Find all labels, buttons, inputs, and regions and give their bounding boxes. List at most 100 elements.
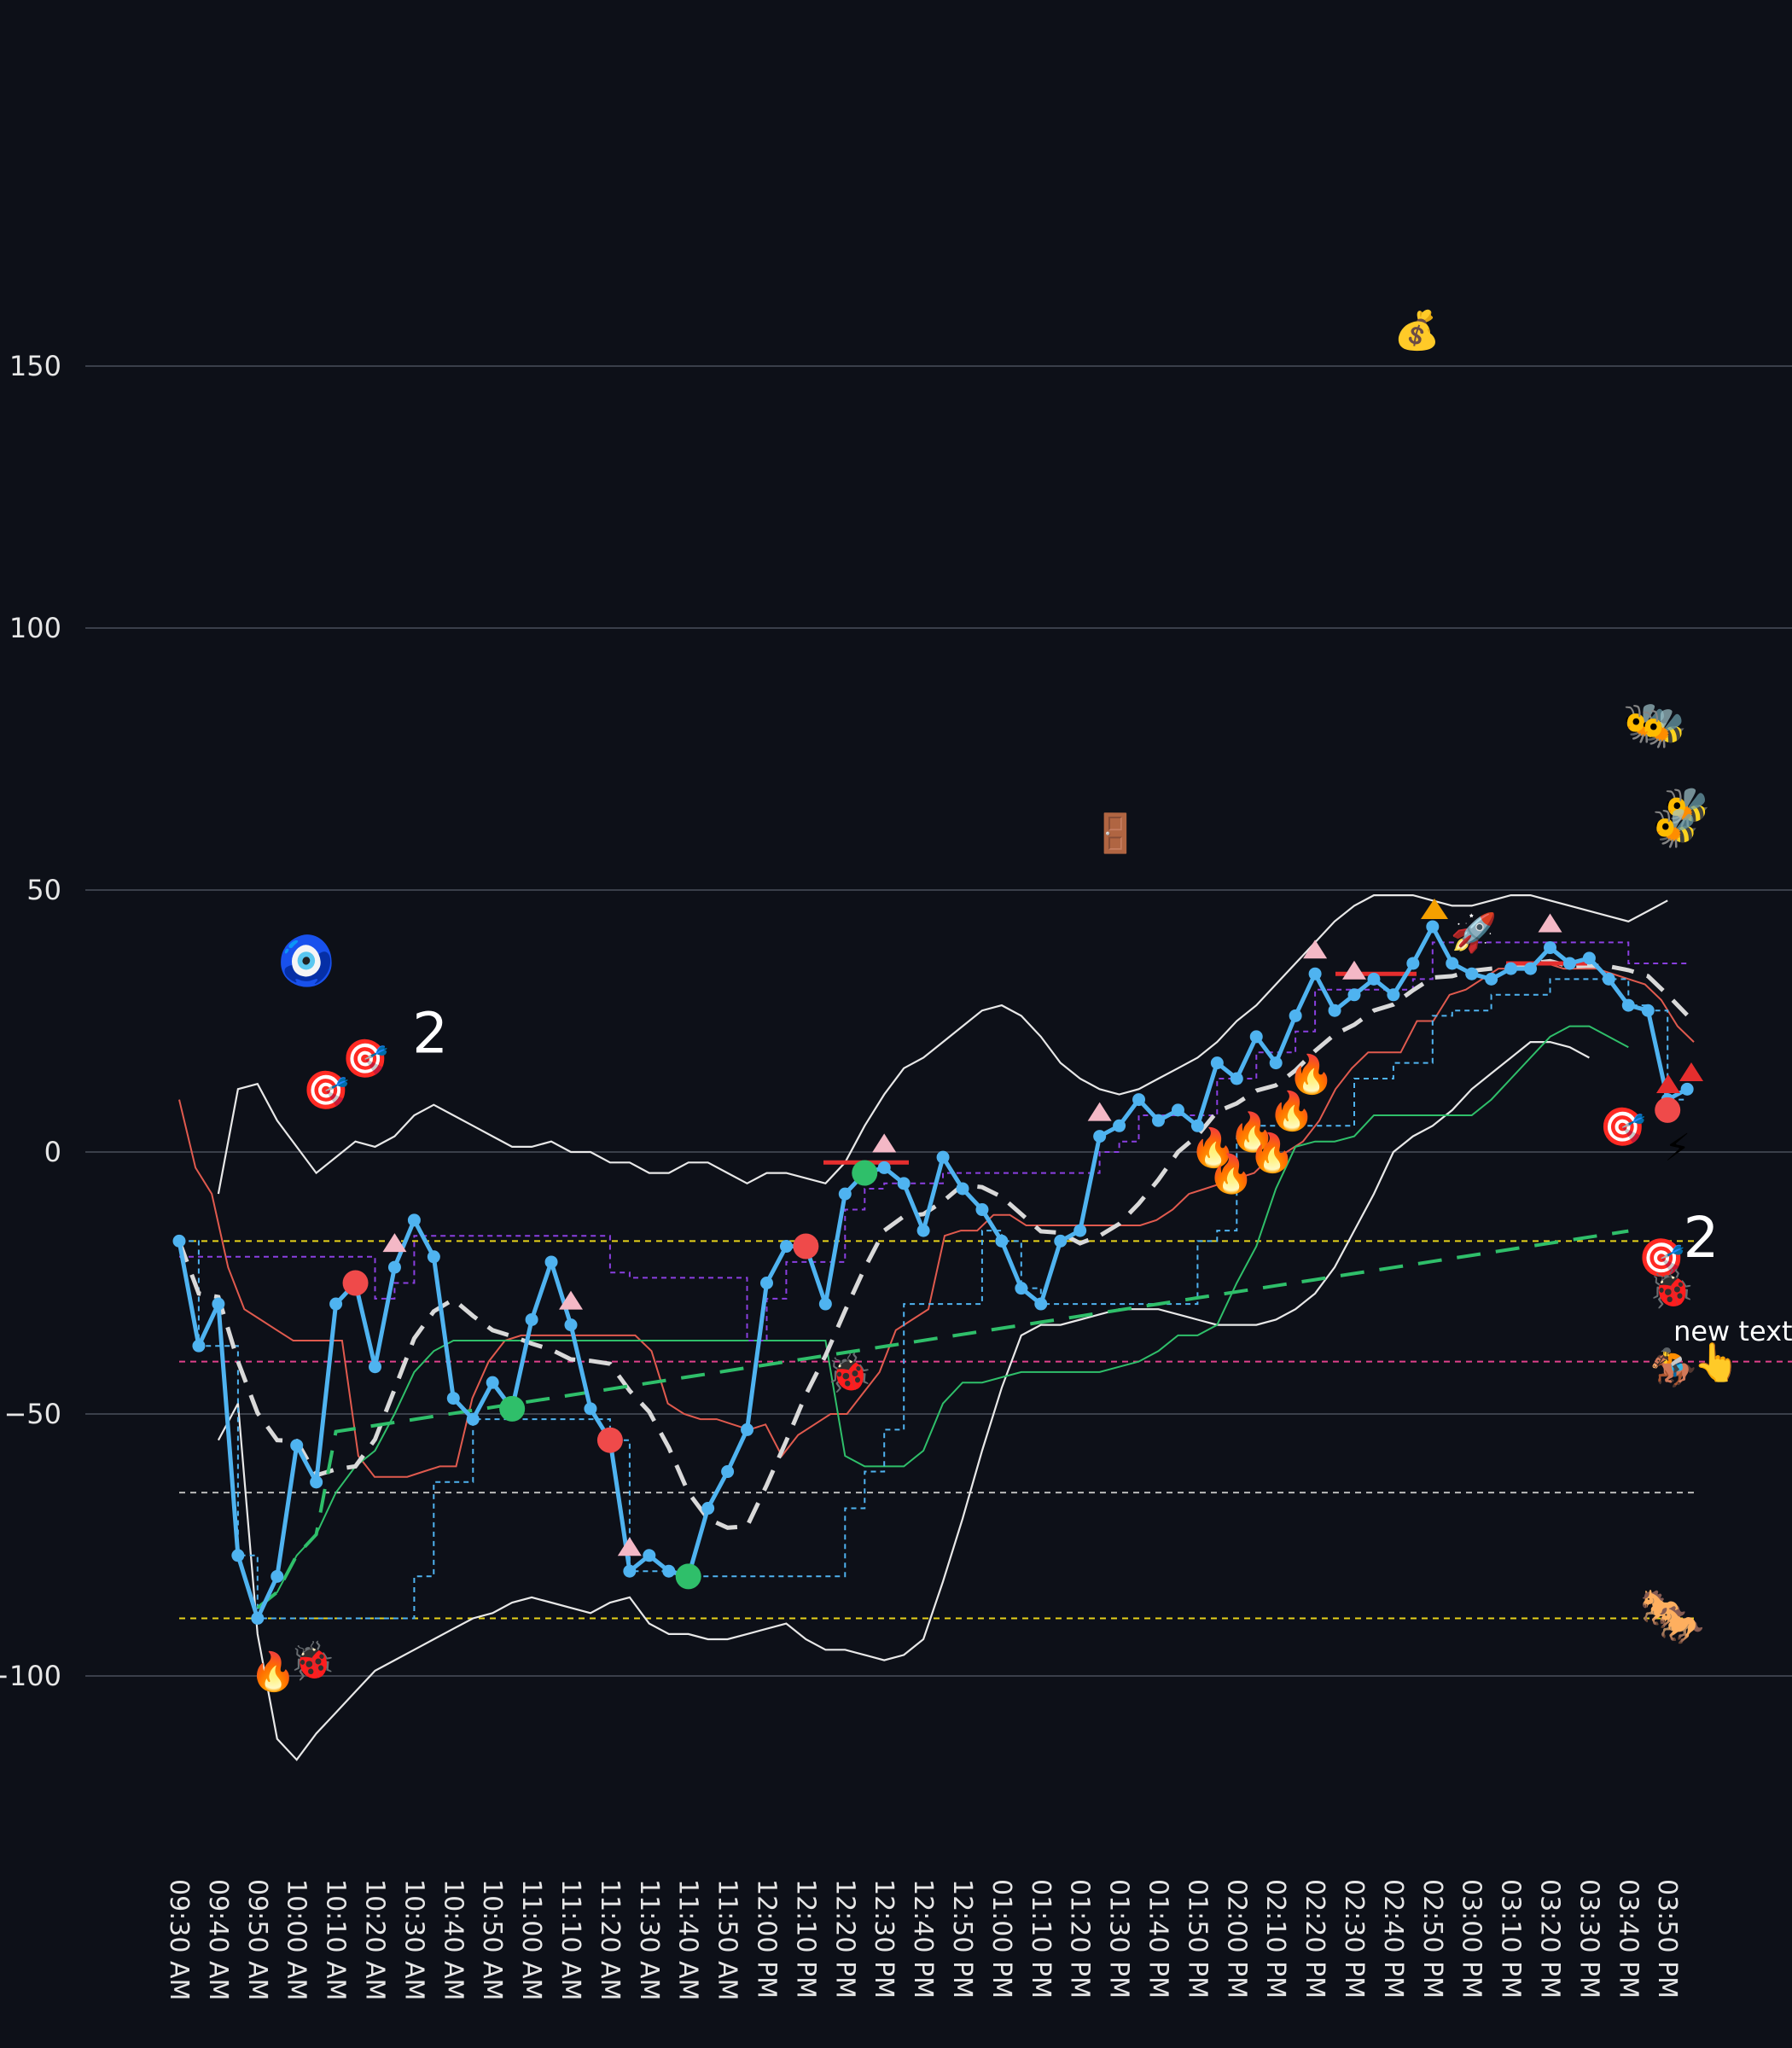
horse-rider-icon: 🏇 <box>1650 1347 1697 1390</box>
nazar-amulet-icon: 🧿 <box>276 934 336 989</box>
price-point <box>956 1182 969 1196</box>
horse-icon: 🐎 <box>1640 1587 1687 1631</box>
x-tick-label: 10:10 AM <box>321 1879 351 2000</box>
price-point <box>916 1224 930 1237</box>
price-point <box>623 1564 637 1578</box>
signal-triangle <box>559 1290 583 1310</box>
price-point <box>1093 1130 1107 1143</box>
signal-triangle <box>1342 960 1366 980</box>
price-point <box>936 1150 950 1164</box>
horse-icon: 🐎 <box>1658 1603 1705 1647</box>
price-point <box>1680 1082 1694 1096</box>
price-point <box>1034 1297 1048 1311</box>
price-point <box>446 1392 460 1405</box>
indicator-lines <box>177 894 1695 1761</box>
price-point <box>369 1360 381 1374</box>
price-point <box>1347 988 1361 1002</box>
signal-triangle-red <box>1679 1062 1703 1081</box>
x-tick-label: 02:40 PM <box>1378 1879 1408 1999</box>
text-annotations: 2 2 new text <box>412 1000 1792 1347</box>
x-tick-label: 11:20 AM <box>595 1879 625 2000</box>
y-tick-label: 50 <box>26 874 61 906</box>
price-point <box>564 1318 578 1332</box>
emoji-annotations: 🧿🎯🎯🎯🎯💰🚪🐝🐝🐝🐝🔥🔥🔥🔥🔥🔥🔥🐞🐞🐞⚡🏇🐎🐎👆🚀 <box>250 309 1740 1694</box>
door-icon: 🚪 <box>1092 812 1139 855</box>
x-tick-label: 03:20 PM <box>1535 1879 1565 1999</box>
fire-icon: 🔥 <box>1288 1053 1335 1097</box>
lower-band-line <box>217 1041 1590 1761</box>
x-tick-label: 10:40 AM <box>438 1879 468 2000</box>
sell-marker <box>793 1233 819 1260</box>
signal-triangle <box>872 1133 897 1153</box>
moving-average-line <box>177 958 1689 1530</box>
price-point <box>1582 951 1596 965</box>
trade-markers <box>342 899 1703 1590</box>
price-point <box>486 1376 499 1389</box>
target-icon: 🎯 <box>1638 1236 1685 1280</box>
x-tick-label: 03:50 PM <box>1652 1879 1682 1999</box>
price-point <box>525 1312 538 1326</box>
price-point <box>1387 988 1400 1002</box>
lightning-icon: ⚡ <box>1664 1126 1690 1170</box>
price-point <box>1249 1030 1263 1044</box>
y-tick-labels: 150 100 50 0 −50 −100 <box>0 350 61 1692</box>
price-point <box>329 1297 343 1311</box>
y-tick-label: 0 <box>44 1136 61 1168</box>
x-tick-label: 12:20 PM <box>829 1879 859 1999</box>
signal-triangle-red <box>1656 1074 1680 1093</box>
x-tick-label: 03:30 PM <box>1574 1879 1603 1999</box>
x-tick-label: 09:30 AM <box>164 1879 194 2000</box>
x-tick-label: 02:30 PM <box>1339 1879 1369 1999</box>
price-point <box>1328 1004 1341 1017</box>
x-tick-label: 11:10 AM <box>556 1879 585 2000</box>
price-point <box>544 1255 558 1269</box>
price-point <box>1485 972 1498 986</box>
price-point <box>1406 957 1420 970</box>
price-point <box>1230 1072 1243 1085</box>
x-tick-label: 02:20 PM <box>1300 1879 1329 1999</box>
pointing-finger-icon: 👆 <box>1693 1341 1740 1385</box>
price-point <box>721 1465 735 1479</box>
x-tick-label: 12:10 PM <box>790 1879 820 1999</box>
y-tick-label: 150 <box>9 350 61 382</box>
fire-icon: 🔥 <box>1190 1126 1236 1170</box>
price-point <box>1269 1056 1283 1070</box>
price-point <box>643 1549 656 1562</box>
price-point <box>407 1213 421 1227</box>
price-point <box>387 1260 401 1274</box>
x-tick-label: 03:10 PM <box>1496 1879 1526 1999</box>
x-tick-label: 10:00 AM <box>282 1879 311 2000</box>
sell-marker <box>596 1427 623 1453</box>
x-tick-label: 10:30 AM <box>399 1879 428 2000</box>
fire-icon: 🔥 <box>1268 1090 1315 1133</box>
fire-icon: 🔥 <box>1229 1110 1276 1154</box>
sell-marker <box>342 1270 369 1296</box>
bee-icon: 🐝 <box>1623 702 1670 746</box>
buy-marker <box>852 1160 878 1186</box>
signal-triangle <box>1087 1102 1112 1121</box>
signal-triangle <box>1303 940 1328 959</box>
x-tick-label: 02:10 PM <box>1260 1879 1290 1999</box>
money-bag-icon: 💰 <box>1393 309 1440 352</box>
annotation-count: 2 <box>1684 1205 1719 1271</box>
price-point <box>172 1234 186 1248</box>
target-icon: 🎯 <box>1599 1105 1646 1149</box>
price-point <box>1426 920 1440 934</box>
x-tick-label: 01:00 PM <box>986 1879 1016 1999</box>
x-tick-label: 11:40 AM <box>673 1879 703 2000</box>
price-point <box>1073 1224 1087 1237</box>
x-tick-label: 11:30 AM <box>634 1879 664 2000</box>
sell-marker <box>1655 1097 1681 1123</box>
price-point <box>290 1439 304 1452</box>
price-point <box>1504 962 1518 975</box>
price-point <box>760 1277 773 1289</box>
bee-icon: 🐝 <box>1652 806 1699 850</box>
upper-band-line <box>217 894 1668 1195</box>
beetle-icon: 🐞 <box>289 1640 336 1684</box>
price-point <box>897 1177 911 1190</box>
x-tick-label: 12:00 PM <box>752 1879 782 1999</box>
x-tick-label: 11:00 AM <box>516 1879 546 2000</box>
x-tick-label: 11:50 AM <box>713 1879 742 2000</box>
x-tick-label: 09:50 AM <box>242 1879 272 2000</box>
